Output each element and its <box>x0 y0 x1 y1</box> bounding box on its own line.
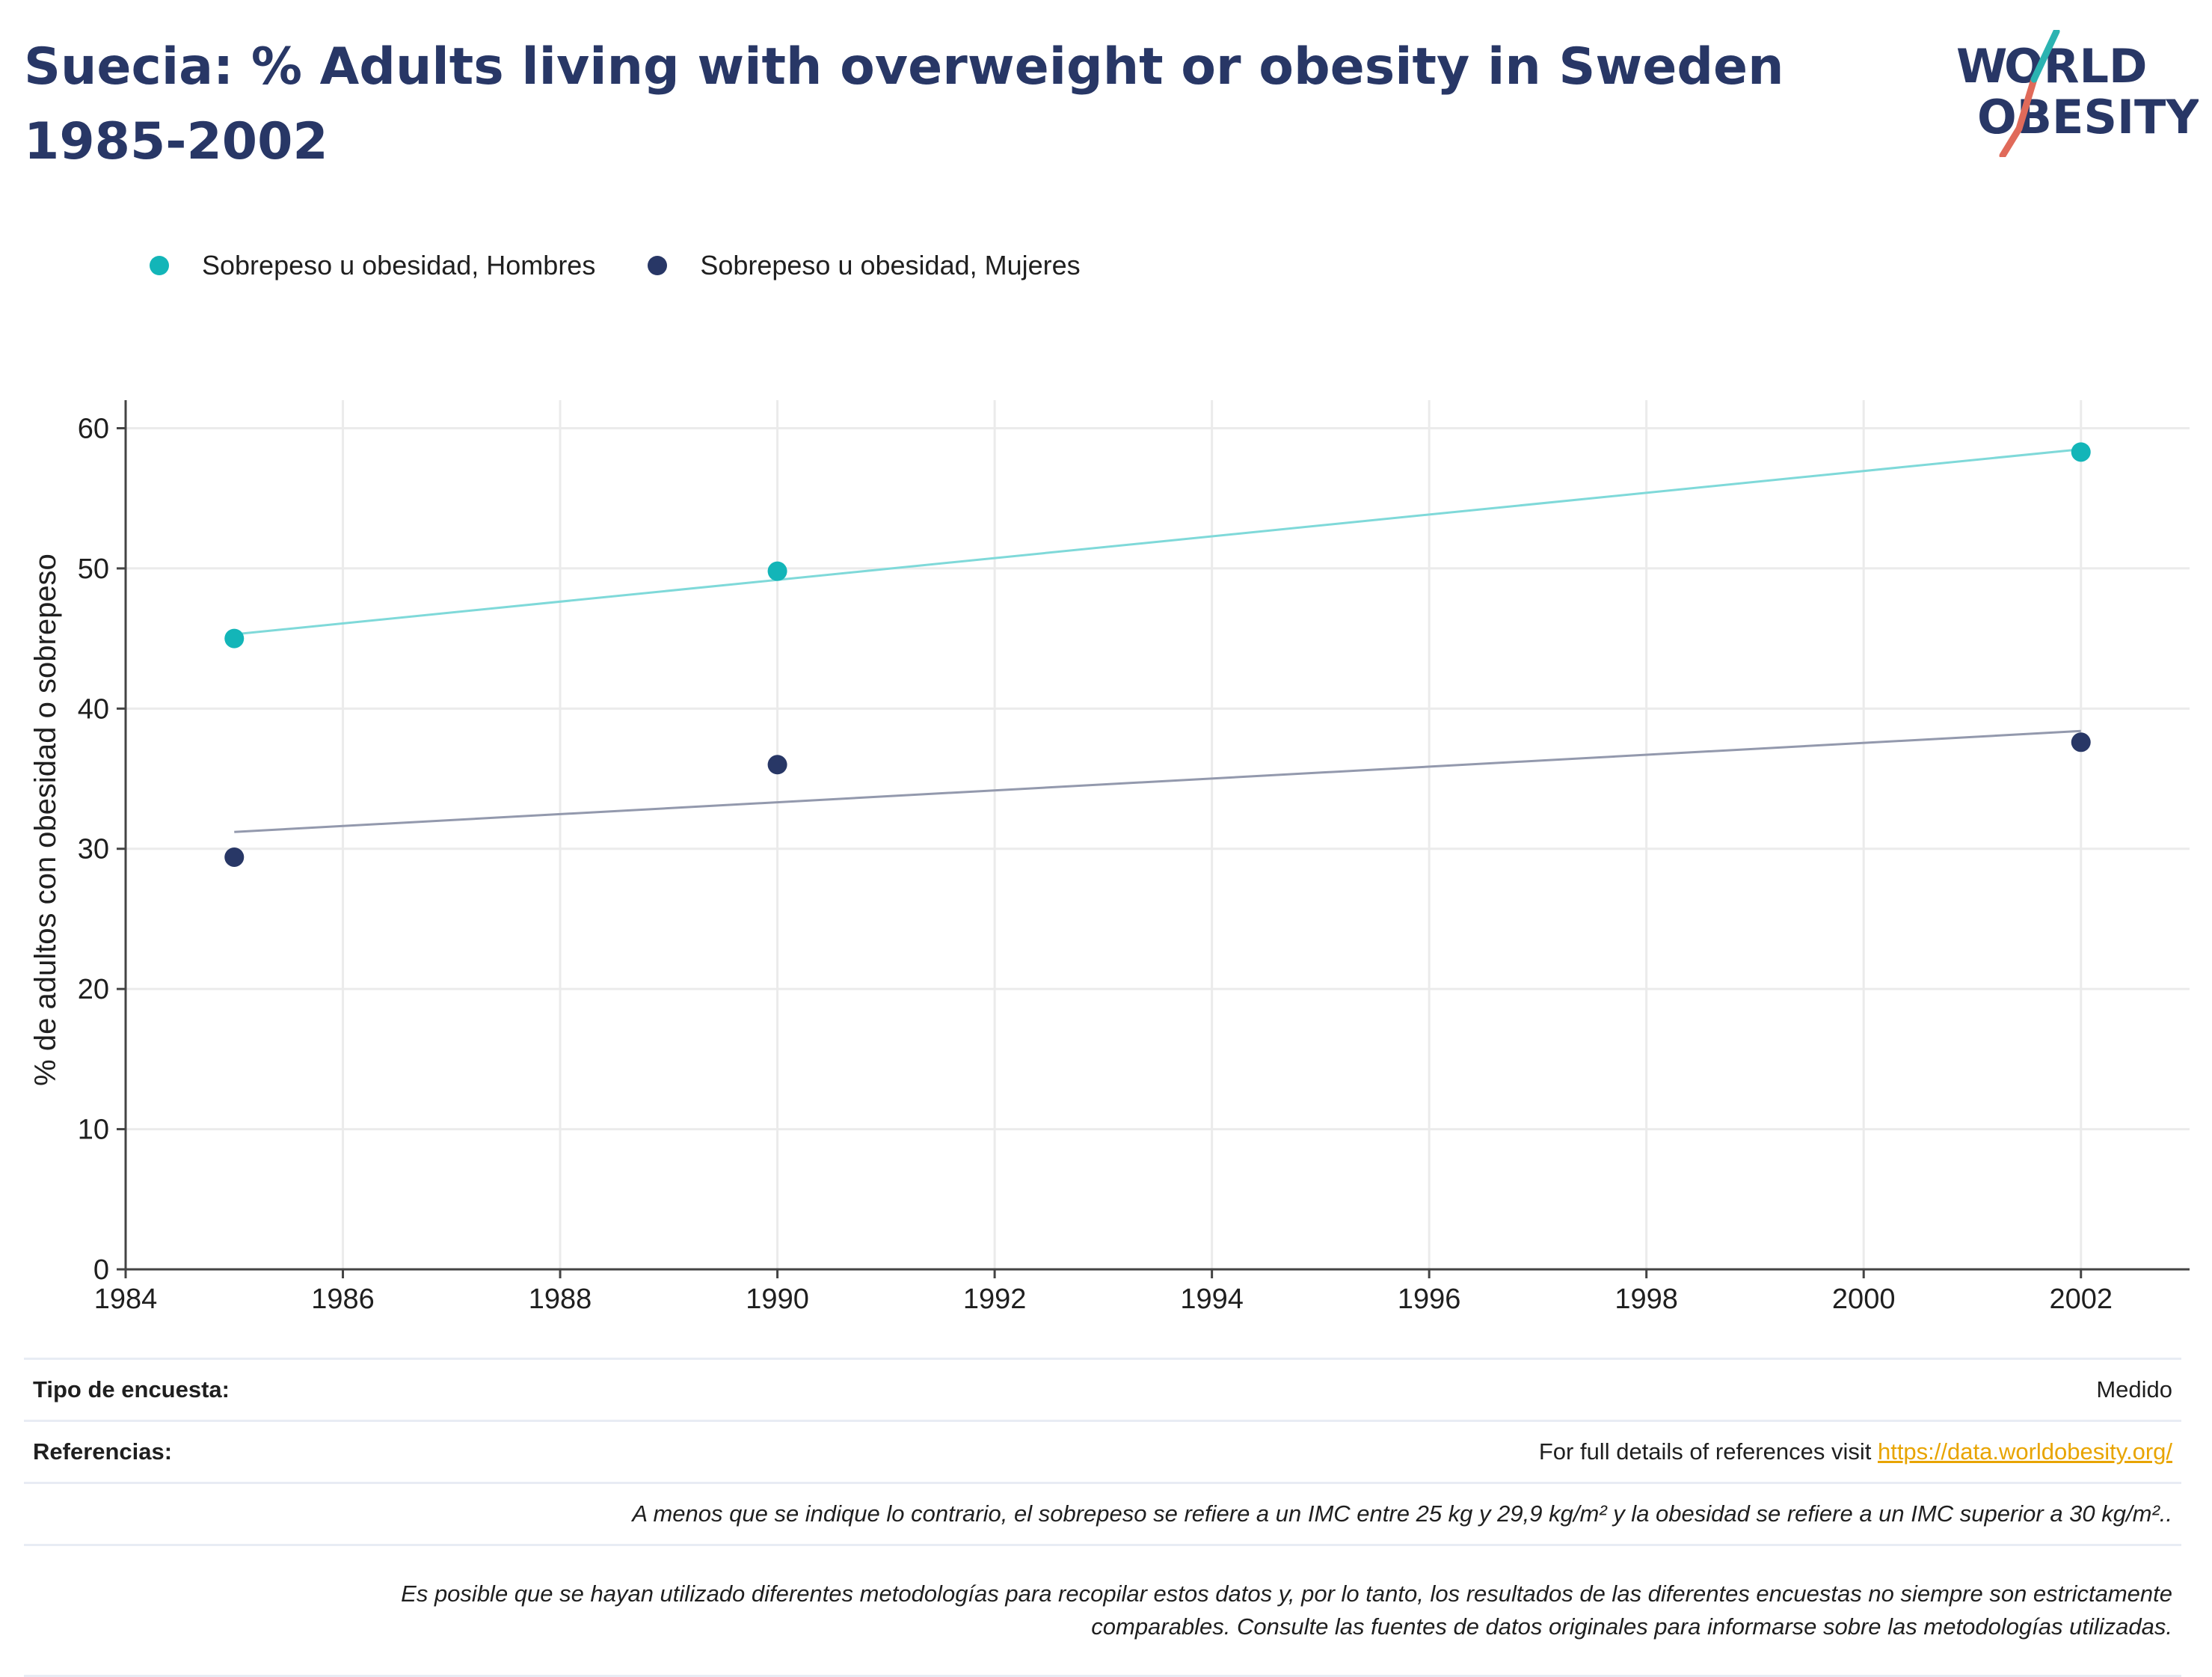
trend-line-series-1 <box>234 729 2081 833</box>
references-info: For full details of references visit htt… <box>1539 1438 2172 1465</box>
survey-type-label: Tipo de encuesta: <box>33 1376 230 1402</box>
legend-item-mujeres[interactable]: Sobrepeso u obesidad, Mujeres <box>648 250 1081 281</box>
y-axis-title: % de adultos con obesidad o sobrepeso <box>29 554 62 1086</box>
data-point-series-1 <box>224 847 245 867</box>
methodology-note-line1: Es posible que se hayan utilizado difere… <box>401 1581 2172 1607</box>
x-tick-label: 1998 <box>1615 1284 1678 1315</box>
svg-text:ORLD: ORLD <box>2004 39 2147 93</box>
x-tick-label: 1984 <box>94 1284 158 1315</box>
chart-title: Suecia: % Adults living with overweight … <box>24 37 1784 171</box>
definition-note: A menos que se indique lo contrario, el … <box>632 1500 2172 1527</box>
y-tick-label: 0 <box>93 1254 109 1286</box>
references-link[interactable]: https://data.worldobesity.org/ <box>1877 1438 2172 1465</box>
definition-note-row: A menos que se indique lo contrario, el … <box>24 1482 2181 1544</box>
references-label: Referencias: <box>33 1438 173 1465</box>
legend-item-hombres[interactable]: Sobrepeso u obesidad, Hombres <box>150 250 595 281</box>
methodology-note-line2: comparables. Consulte las fuentes de dat… <box>1091 1613 2172 1640</box>
data-point-series-0 <box>224 628 245 649</box>
x-tick-label: 1996 <box>1398 1284 1461 1315</box>
y-tick-label: 10 <box>78 1115 109 1146</box>
x-tick-label: 1986 <box>311 1284 375 1315</box>
trend-line-series-0 <box>234 448 2081 636</box>
x-tick-label: 1994 <box>1180 1284 1244 1315</box>
survey-type-value: Medido <box>2096 1376 2172 1402</box>
legend-label-mujeres: Sobrepeso u obesidad, Mujeres <box>700 250 1081 280</box>
legend: Sobrepeso u obesidad, Hombres Sobrepeso … <box>150 243 1133 288</box>
methodology-note-row: Es posible que se hayan utilizado difere… <box>24 1544 2181 1677</box>
scatter-chart: 1984 1986 1988 1990 1992 1994 1996 1998 2000 2002… <box>29 400 2190 1315</box>
legend-dot-mujeres <box>648 256 668 275</box>
axis-labels: 1984 1986 1988 1990 1992 1994 1996 1998 2000 2002… <box>29 413 2113 1315</box>
y-tick-label: 30 <box>78 834 109 865</box>
grid-lines <box>126 400 2190 1269</box>
y-tick-label: 20 <box>78 974 109 1005</box>
survey-type-row: Tipo de encuesta: Medido <box>24 1358 2181 1420</box>
data-points <box>224 442 2091 867</box>
references-text: For full details of references visit <box>1538 1438 1878 1465</box>
axes <box>117 400 2190 1278</box>
y-tick-label: 40 <box>78 693 109 725</box>
references-row: Referencias: For full details of referen… <box>24 1420 2181 1482</box>
data-point-series-1 <box>2071 732 2091 752</box>
data-point-series-1 <box>767 755 787 775</box>
y-tick-label: 60 <box>78 413 109 444</box>
x-tick-label: 2002 <box>2049 1284 2113 1315</box>
x-tick-label: 2000 <box>1832 1284 1896 1315</box>
data-point-series-0 <box>767 561 787 581</box>
x-tick-label: 1992 <box>963 1284 1027 1315</box>
svg-text:W: W <box>1956 39 2007 93</box>
x-tick-label: 1988 <box>529 1284 592 1315</box>
data-point-series-0 <box>2071 442 2091 462</box>
trend-lines <box>234 448 2081 833</box>
footer-table: Tipo de encuesta: Medido Referencias: Fo… <box>24 1358 2181 1677</box>
legend-label-hombres: Sobrepeso u obesidad, Hombres <box>202 250 596 280</box>
y-tick-label: 50 <box>78 554 109 585</box>
x-tick-label: 1990 <box>746 1284 809 1315</box>
legend-dot-hombres <box>150 256 169 275</box>
world-obesity-logo: W ORLD OBESITY <box>1956 30 2199 157</box>
